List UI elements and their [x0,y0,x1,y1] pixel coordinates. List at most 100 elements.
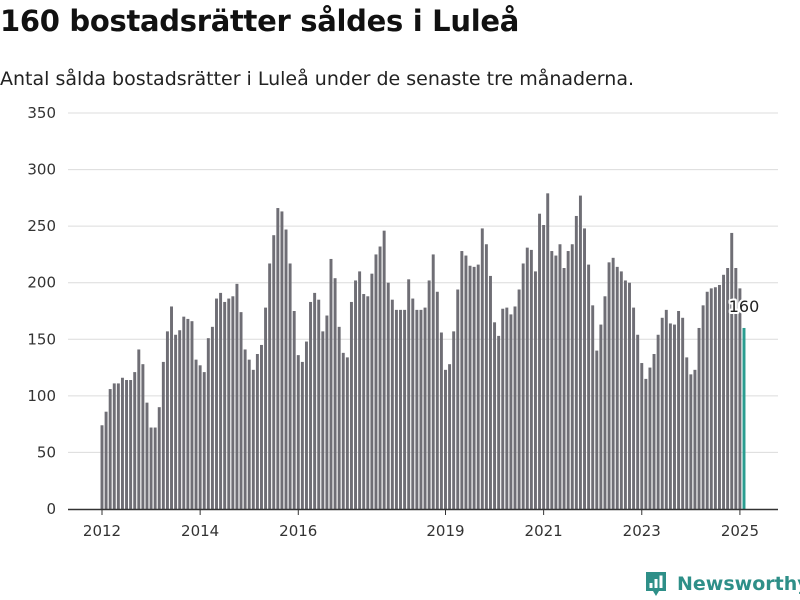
bar [190,321,194,509]
bar [619,271,623,509]
bar [673,324,676,509]
bar [722,274,726,509]
bar [546,193,550,509]
bar [472,266,476,509]
bar [660,317,664,509]
bar [170,306,173,509]
highlight-annotation: 160 [727,295,762,318]
bars [100,193,746,510]
bar [264,307,268,509]
bar [215,298,218,509]
bar [476,264,480,509]
highlight-value-label: 160 [729,297,760,316]
x-tick-label: 2014 [181,522,219,540]
bar [484,244,488,509]
bar [374,254,378,509]
bar [362,294,366,509]
bar [419,309,423,509]
bar [648,367,652,509]
bar [378,246,382,509]
bar [668,323,672,509]
bar [439,332,443,509]
bar [574,215,578,509]
bar [525,247,529,509]
bar [726,268,730,509]
bar [296,355,300,509]
bar [235,283,239,509]
bar [125,380,129,509]
bar [386,282,390,509]
bar [493,322,497,509]
bar [644,378,648,509]
bar [141,364,145,509]
y-tick-label: 250 [27,217,56,235]
bar [497,335,501,509]
brand-logo[interactable]: Newsworthy [644,568,800,600]
bar [112,383,116,509]
bar [480,228,484,510]
bar [562,268,566,509]
bar [501,308,505,509]
bar [161,361,165,509]
bar [632,307,636,509]
bar [464,255,468,509]
bar [542,225,546,510]
bar [591,305,595,509]
x-tick-label: 2016 [279,522,317,540]
bar [108,389,112,509]
bar [100,425,104,509]
bar [104,411,108,509]
bar [701,305,705,509]
bar [223,301,227,509]
bar [284,229,288,509]
highlight-bar [742,327,746,509]
bar [182,316,186,509]
bar [570,244,574,509]
bar [636,334,640,509]
bar [607,262,611,509]
bar [550,251,554,509]
bar [300,361,304,509]
bar [165,331,169,509]
y-tick-label: 200 [27,274,56,292]
bar [255,353,259,509]
bar [260,344,263,509]
x-tick-label: 2021 [525,522,563,540]
bar [529,249,533,509]
bar [738,288,742,509]
bar [186,318,190,509]
bar [411,298,415,509]
bar [178,330,182,509]
bar [239,312,243,509]
bar [116,383,120,509]
bar [145,402,149,509]
bar [709,288,713,509]
bar [538,213,542,509]
chart-title: 160 bostadsrätter såldes i Luleå [0,4,519,38]
bar [243,349,247,509]
bar [427,280,431,509]
bar [210,326,214,509]
bar [403,309,407,509]
bar [517,289,521,509]
bar [399,309,402,509]
bar [611,257,615,509]
bar [468,265,472,509]
bar [513,306,517,509]
bar [337,326,341,509]
bar [656,334,660,509]
bar [693,369,697,509]
x-tick-label: 2025 [721,522,759,540]
bar [505,307,509,509]
bar [623,280,627,509]
bar [509,314,513,509]
bar [423,307,427,509]
bar [345,357,349,509]
bar [194,359,198,509]
bar [554,255,558,509]
bar [219,292,223,509]
bar [521,263,525,509]
bar [288,263,292,509]
bar [415,309,419,509]
bar [280,211,284,510]
